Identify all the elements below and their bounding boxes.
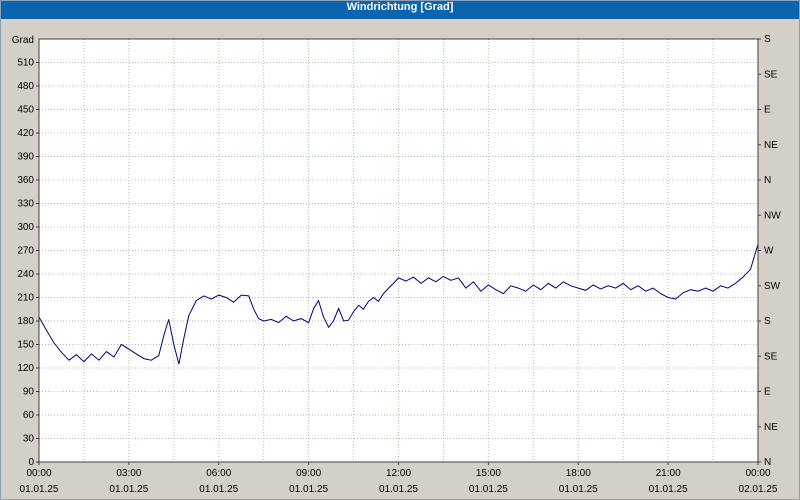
compass-tick-label: E [764, 105, 771, 116]
y-tick-label: 60 [23, 410, 35, 421]
y-tick-label: 420 [17, 128, 34, 139]
x-tick-time-label: 06:00 [206, 468, 231, 479]
y-tick-label: 300 [17, 222, 34, 233]
window-title: Windrichtung [Grad] [346, 1, 454, 13]
x-tick-time-label: 21:00 [656, 468, 681, 479]
x-tick-time-label: 12:00 [386, 468, 411, 479]
x-tick-date-label: 01.01.25 [379, 484, 418, 495]
x-tick-date-label: 01.01.25 [649, 484, 688, 495]
y-tick-label: 30 [23, 434, 35, 445]
y-tick-label: 510 [17, 58, 34, 69]
compass-tick-label: SE [764, 351, 778, 362]
y-tick-label: 390 [17, 152, 34, 163]
x-axis-labels: 00:00 01.01.25 03:00 01.01.25 06:00 01.01.25 0… [20, 462, 778, 495]
x-tick-time-label: 03:00 [116, 468, 141, 479]
x-tick-date-label: 01.01.25 [559, 484, 598, 495]
compass-tick-label: NW [764, 210, 781, 221]
window-titlebar: Windrichtung [Grad] [1, 1, 799, 19]
compass-tick-label: NE [764, 140, 778, 151]
y-axis-labels: 0 30 60 90 120 150 180 210 240 270 300 330 360 390 420… [12, 35, 39, 468]
compass-tick-label: N [764, 457, 771, 468]
y-tick-label: 180 [17, 316, 34, 327]
compass-tick-label: W [764, 246, 774, 257]
x-tick-time-label: 00:00 [745, 468, 770, 479]
compass-tick-label: S [764, 316, 771, 327]
y-tick-label: 120 [17, 363, 34, 374]
compass-tick-label: S [764, 34, 771, 45]
y-tick-label: 240 [17, 269, 34, 280]
compass-tick-label: NE [764, 422, 778, 433]
right-axis-labels: S SE E NE N NW W SW S SE E NE N [758, 34, 781, 468]
x-tick-date-label: 01.01.25 [289, 484, 328, 495]
x-tick-date-label: 01.01.25 [109, 484, 148, 495]
y-tick-label: 270 [17, 246, 34, 257]
plot-background [39, 39, 758, 462]
compass-tick-label: SE [764, 69, 778, 80]
compass-tick-label: N [764, 175, 771, 186]
x-tick-time-label: 15:00 [476, 468, 501, 479]
y-tick-label: 360 [17, 175, 34, 186]
y-axis-unit-label: Grad [12, 35, 34, 46]
x-tick-date-label: 02.01.25 [739, 484, 778, 495]
y-tick-label: 480 [17, 81, 34, 92]
y-tick-label: 450 [17, 105, 34, 116]
x-tick-date-label: 01.01.25 [469, 484, 508, 495]
wind-direction-line [38, 244, 759, 365]
compass-tick-label: SW [764, 281, 781, 292]
x-tick-date-label: 01.01.25 [20, 484, 59, 495]
x-tick-time-label: 09:00 [296, 468, 321, 479]
y-tick-label: 330 [17, 199, 34, 210]
x-tick-time-label: 18:00 [566, 468, 591, 479]
compass-tick-label: E [764, 387, 771, 398]
chart-area: 0 30 60 90 120 150 180 210 240 270 300 330 360 390 420… [1, 19, 799, 499]
wind-direction-chart: 0 30 60 90 120 150 180 210 240 270 300 330 360 390 420… [12, 34, 781, 495]
y-tick-label: 90 [23, 387, 35, 398]
y-tick-label: 0 [28, 457, 34, 468]
y-tick-label: 210 [17, 293, 34, 304]
x-tick-time-label: 00:00 [26, 468, 51, 479]
y-tick-label: 150 [17, 340, 34, 351]
x-tick-date-label: 01.01.25 [199, 484, 238, 495]
